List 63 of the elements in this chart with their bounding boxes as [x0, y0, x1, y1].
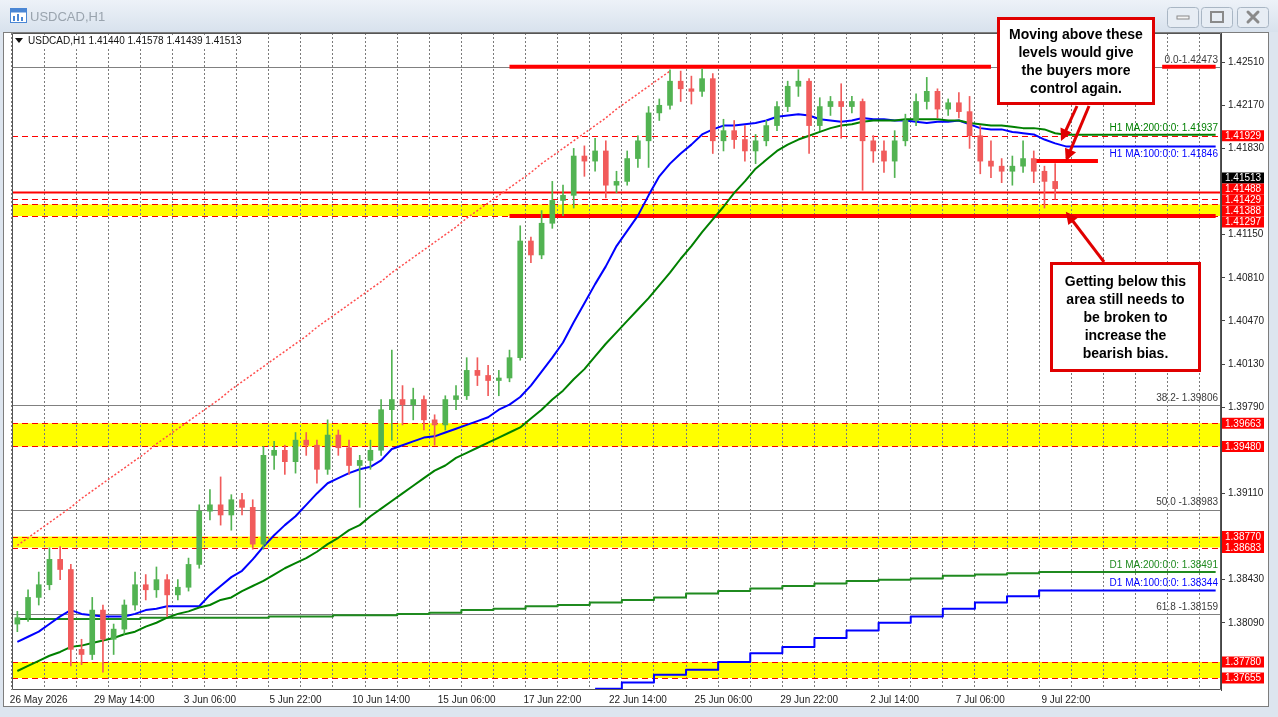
- x-tick-label: 7 Jul 06:00: [955, 693, 1006, 705]
- x-tick-label: 22 Jun 14:00: [608, 693, 668, 705]
- series-label: D1 MA:100:0:0: 1.38344: [1109, 577, 1219, 589]
- x-tick-label: 17 Jun 22:00: [523, 693, 582, 705]
- candlestick: [485, 364, 491, 397]
- x-tick-label: 3 Jun 06:00: [183, 693, 237, 705]
- candlestick: [303, 432, 310, 456]
- candlestick: [410, 387, 417, 421]
- ref-line-label: 1.37780: [1225, 656, 1262, 668]
- series-label: H1 MA:200:0:0: 1.41937: [1109, 121, 1219, 133]
- candlestick: [388, 349, 395, 441]
- x-tick-label: 10 Jun 14:00: [352, 693, 411, 705]
- ref-line-label: 1.41429: [1225, 194, 1262, 206]
- y-tick-label: 1.38430: [1228, 573, 1265, 585]
- y-tick-label: 1.40130: [1228, 357, 1265, 369]
- y-tick-label: 1.41150: [1228, 228, 1264, 240]
- ref-line-label: 1.38683: [1225, 541, 1262, 553]
- line-series: [16, 70, 671, 547]
- ref-line-label: 1.37655: [1225, 672, 1262, 684]
- annotation: 38.2- 1.39806: [1156, 391, 1219, 403]
- series-label: H1 MA:100:0:0: 1.41846: [1109, 148, 1219, 160]
- ref-line-label: 1.38770: [1225, 530, 1262, 542]
- candlestick: [1052, 163, 1058, 200]
- y-tick-label: 1.41830: [1228, 142, 1265, 154]
- candlestick: [142, 574, 149, 601]
- candlestick: [271, 441, 277, 470]
- candlestick: [495, 370, 502, 397]
- ref-line-label: 1.41388: [1225, 205, 1262, 217]
- candlestick: [207, 489, 213, 521]
- annotation: 0.0-1.42473: [1164, 53, 1219, 65]
- candlestick: [560, 184, 566, 216]
- x-tick-label: 25 Jun 06:00: [694, 693, 753, 705]
- y-tick-label: 1.39110: [1228, 487, 1264, 499]
- y-tick-label: 1.40470: [1228, 314, 1265, 326]
- annotation: 50.0 -1.38983: [1156, 496, 1219, 508]
- ref-line-label: 1.41929: [1225, 130, 1262, 142]
- text: 1.41513: [1225, 172, 1262, 184]
- x-tick-label: 29 May 14:00: [94, 693, 156, 705]
- chart-title: USDCAD,H1: [30, 9, 106, 24]
- ref-line-label: 1.41488: [1225, 183, 1262, 195]
- candlestick: [838, 83, 845, 139]
- x-tick-label: 9 Jul 22:00: [1041, 693, 1091, 705]
- candlestick: [356, 455, 363, 508]
- annotation: Moving above these levels would give the buyers more control again.: [997, 17, 1155, 105]
- ref-line-label: 1.39663: [1225, 417, 1262, 429]
- chart-subtitle: USDCAD,H1 1.41440 1.41578 1.41439 1.41513: [26, 35, 244, 47]
- annotation: Getting below this area still needs to be broken to increase the bearish bias.: [1050, 262, 1201, 372]
- ref-line-label: 1.39480: [1225, 440, 1262, 452]
- y-tick-label: 1.42170: [1228, 99, 1265, 111]
- y-tick-label: 1.40810: [1228, 271, 1265, 283]
- series-label: D1 MA:200:0:0: 1.38491: [1109, 558, 1219, 570]
- x-tick-label: 15 Jun 06:00: [437, 693, 497, 705]
- y-tick-label: 1.38090: [1228, 616, 1265, 628]
- candlestick: [988, 140, 994, 178]
- y-tick-label: 1.42510: [1228, 55, 1265, 67]
- x-tick-label: 29 Jun 22:00: [780, 693, 839, 705]
- x-tick-label: 2 Jul 14:00: [870, 693, 920, 705]
- candlestick: [453, 385, 459, 411]
- ref-line-label: 1.41297: [1225, 216, 1262, 228]
- annotation: 61.8 -1.38159: [1156, 600, 1219, 612]
- x-tick-label: 26 May 2026: [9, 693, 69, 705]
- y-tick-label: 1.39790: [1228, 400, 1265, 412]
- x-tick-label: 5 Jun 22:00: [269, 693, 323, 705]
